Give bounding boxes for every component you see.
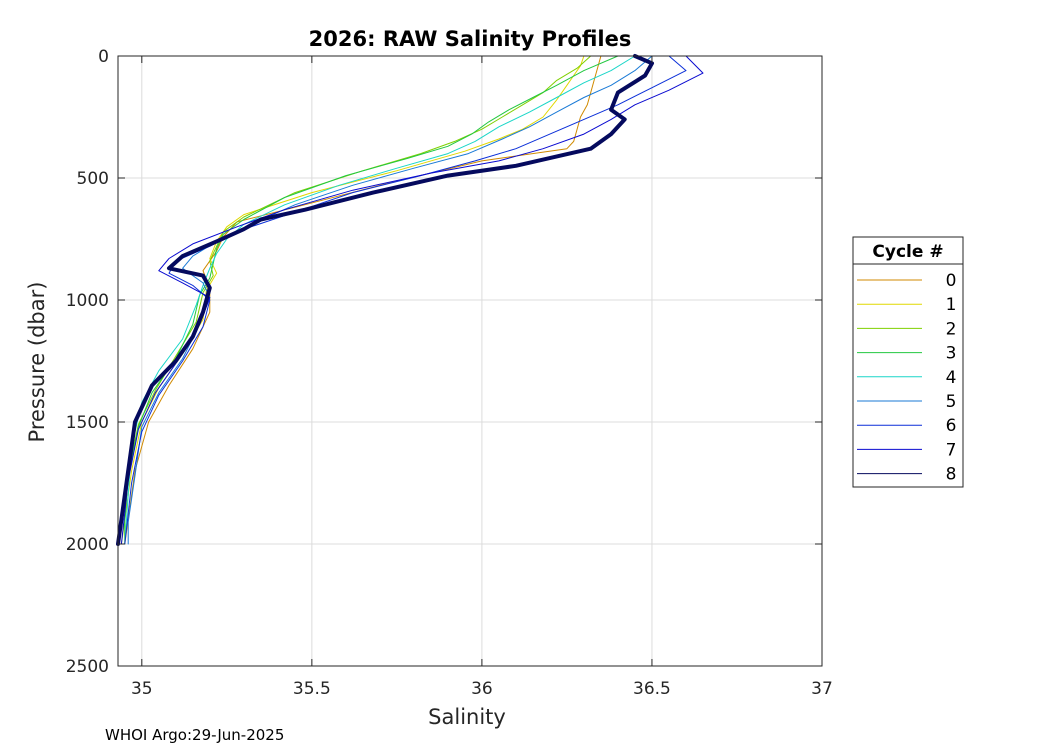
legend-label-cycle-7: 7 [946,440,957,460]
x-axis-title: Salinity [428,705,506,729]
y-tick-label: 1000 [66,291,109,311]
y-tick-label: 2500 [66,657,109,677]
legend-label-cycle-2: 2 [946,319,957,339]
plot-frame [117,55,823,667]
legend-label-cycle-6: 6 [946,416,957,436]
chart-title: 2026: RAW Salinity Profiles [309,27,632,51]
y-tick-label: 0 [98,47,109,67]
y-axis-title: Pressure (dbar) [25,282,49,443]
x-tick-label: 36.5 [633,679,671,699]
series-layer [116,54,704,546]
legend-label-cycle-8: 8 [946,465,957,485]
legend-title: Cycle # [872,242,943,262]
series-line-cycle-1 [124,55,585,545]
x-tick-label: 37 [811,679,833,699]
legend-box [852,236,964,488]
x-tick-label: 35 [131,679,153,699]
legend-label-cycle-3: 3 [946,344,957,364]
x-tick-label: 36 [471,679,493,699]
y-tick-label: 500 [77,169,109,189]
legend-items: 0 1 2 3 4 5 6 7 8 [857,271,956,485]
legend-label-cycle-4: 4 [946,368,957,388]
axis-ticks [118,55,823,667]
legend-label-cycle-5: 5 [946,392,957,412]
legend: Cycle # 0 1 2 3 4 5 6 7 8 [852,236,964,488]
y-tick-label: 2000 [66,535,109,555]
series-line-cycle-3 [124,55,619,545]
legend-label-cycle-1: 1 [946,295,957,315]
series-line-cycle-2 [120,55,592,545]
footer-note: WHOI Argo:29-Jun-2025 [105,726,284,744]
plot-area [118,56,822,666]
tick-labels: 35 35.5 36 36.5 37 0 500 1000 1500 2000 2500 [66,47,833,699]
y-tick-label: 1500 [66,413,109,433]
legend-label-cycle-0: 0 [946,271,957,291]
x-tick-label: 35.5 [293,679,331,699]
series-line-cycle-8 [116,54,654,546]
series-line-cycle-0 [124,55,602,545]
